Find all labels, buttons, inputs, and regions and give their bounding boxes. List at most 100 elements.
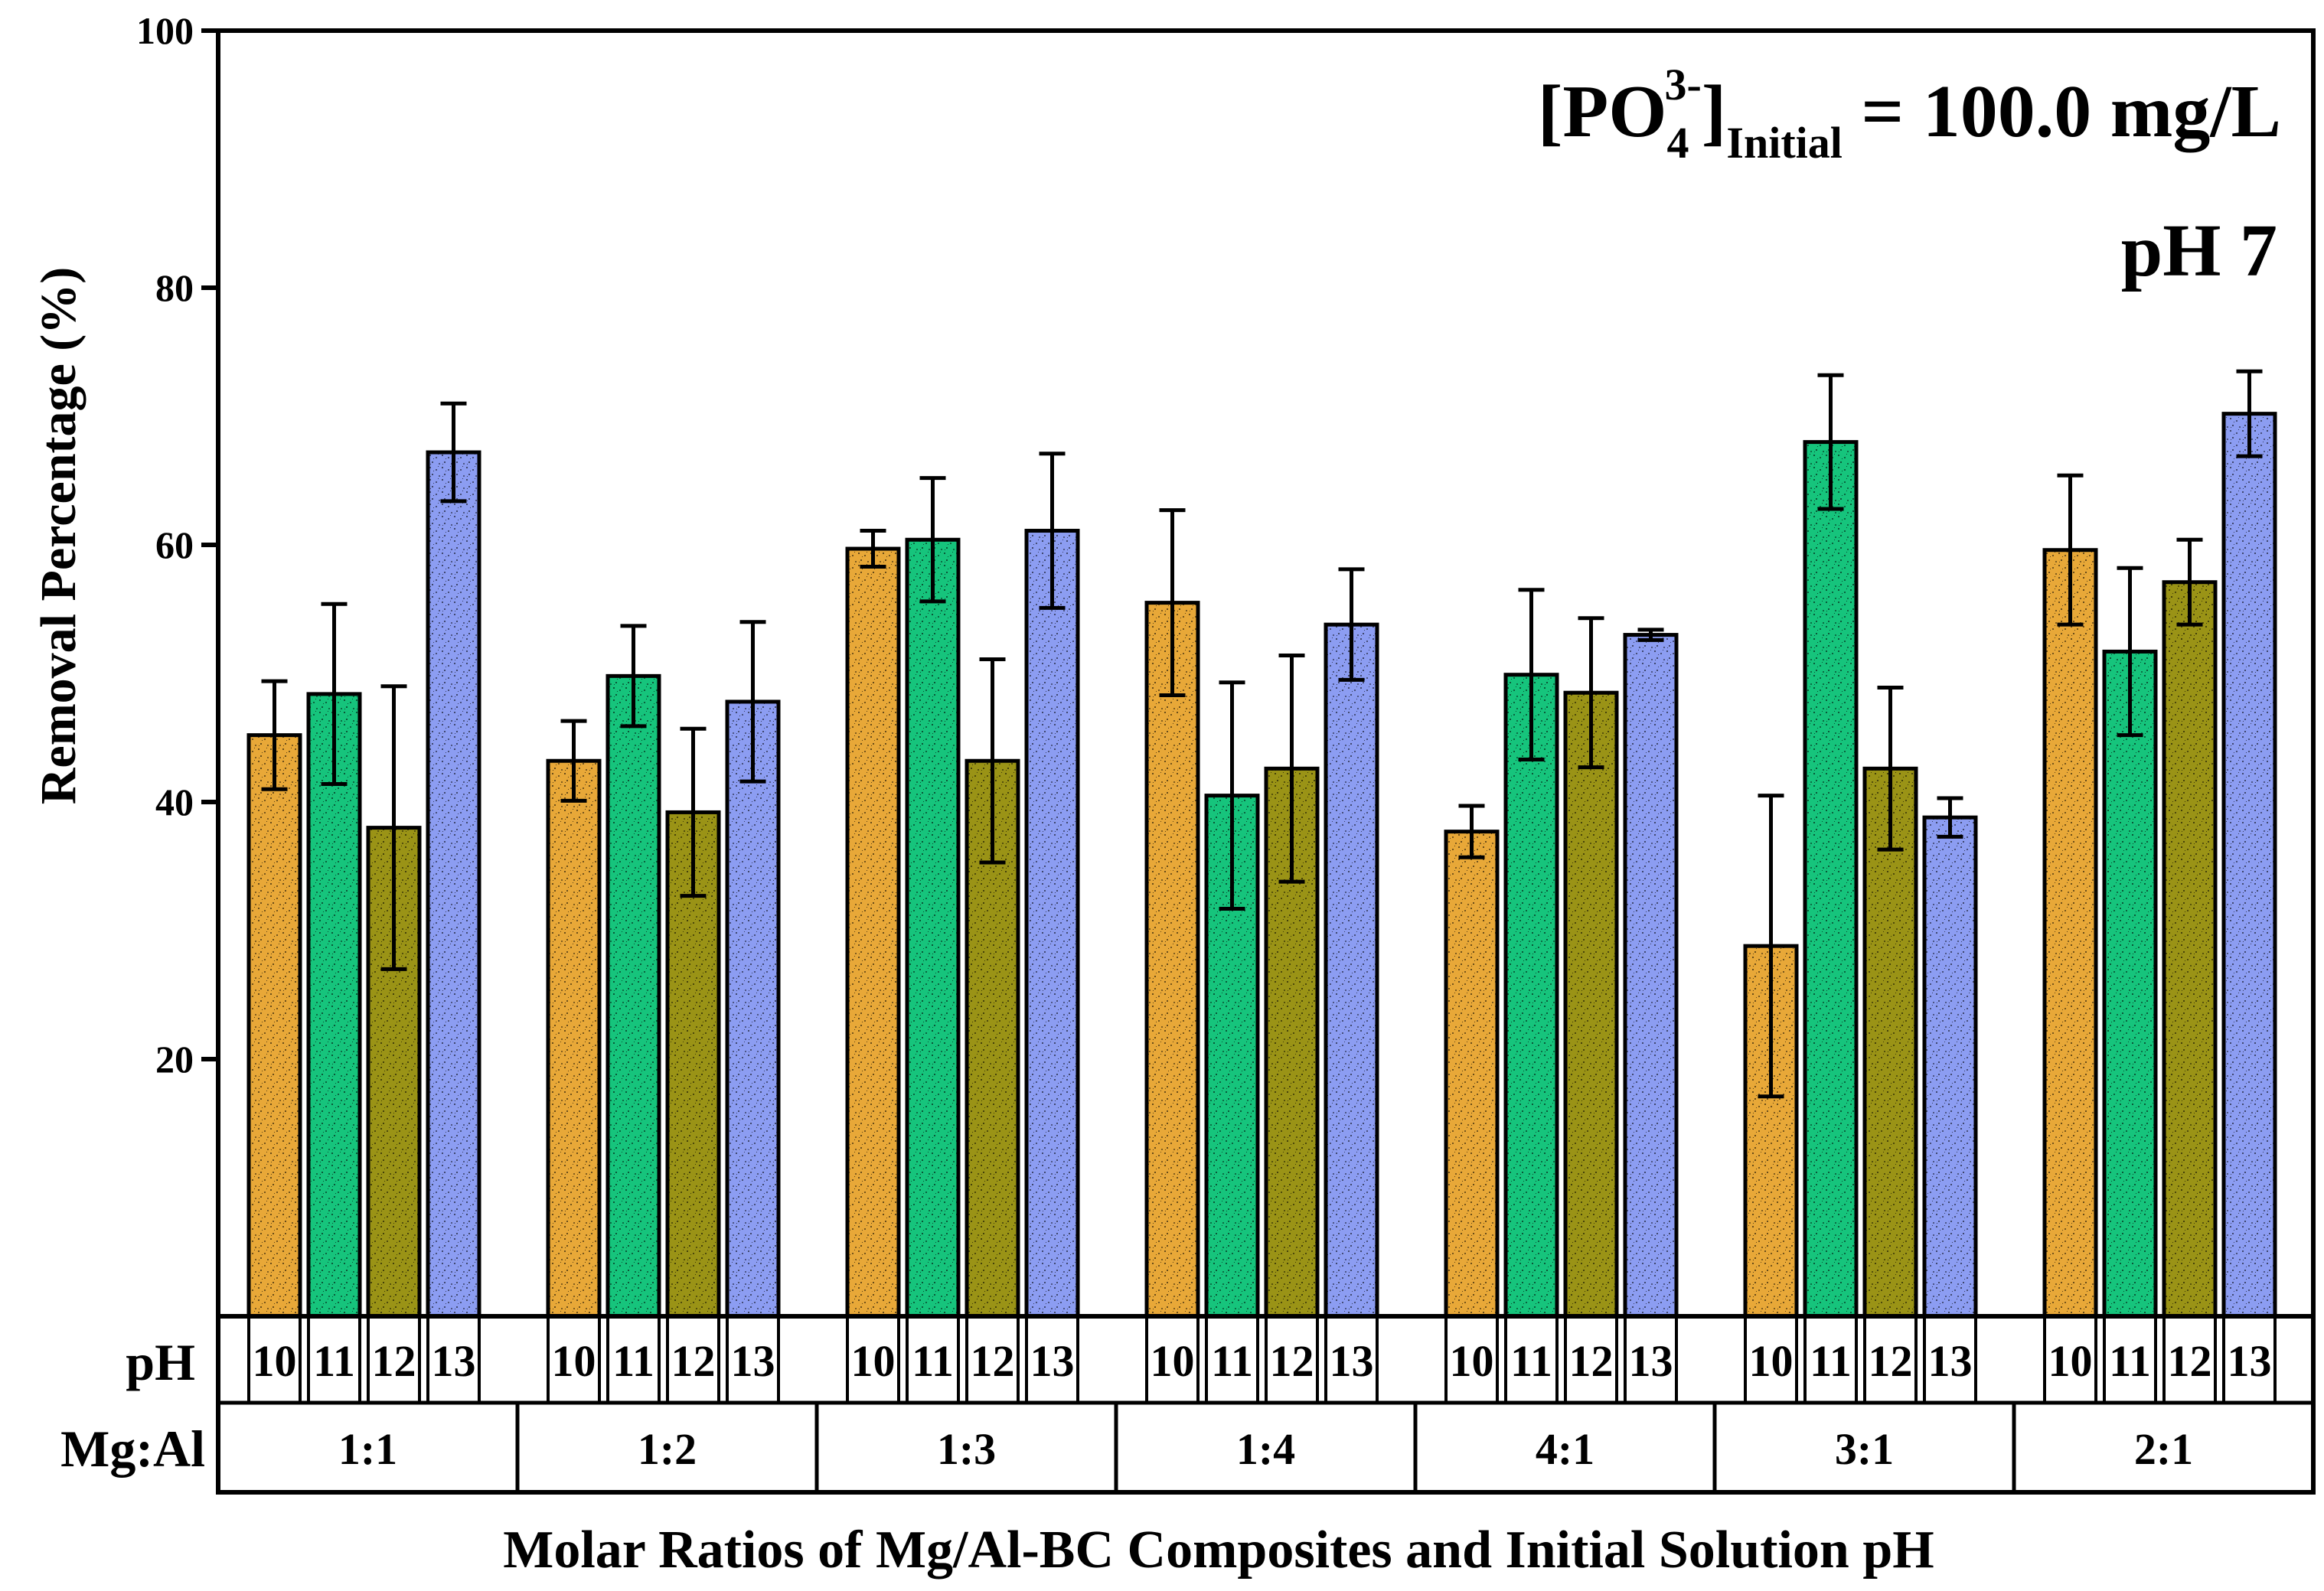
group-label-1-2: 1:2 [638, 1424, 697, 1474]
ph-cell [1624, 1315, 1678, 1404]
group-label-3-1: 3:1 [1835, 1424, 1894, 1474]
ph-cell-label: 13 [2228, 1336, 2272, 1386]
bar-texture [1922, 815, 1978, 1319]
ph-cell [1265, 1315, 1319, 1404]
y-axis-label: Removal Percentage (%) [31, 267, 86, 805]
bar-texture [1324, 622, 1379, 1319]
bar-texture [1204, 794, 1260, 1319]
ph-cell-label: 11 [313, 1336, 355, 1386]
bar-texture [725, 699, 781, 1319]
group-label-4-1: 4:1 [1536, 1424, 1594, 1474]
ph-cell-label: 11 [1810, 1336, 1852, 1386]
ph-cell-label: 12 [2168, 1336, 2212, 1386]
ph-cell [2222, 1315, 2277, 1404]
ph-cell [726, 1315, 780, 1404]
bar-texture [1144, 601, 1200, 1319]
ph-cell [1564, 1315, 1618, 1404]
ph-cell-label: 10 [552, 1336, 596, 1386]
ph-cell [965, 1315, 1020, 1404]
ph-cell [2043, 1315, 2097, 1404]
ph-cell [1923, 1315, 1977, 1404]
bar-texture [605, 673, 661, 1319]
row-label-ph: pH [126, 1333, 195, 1391]
y-tick-label: 60 [155, 523, 194, 566]
ph-cell-label: 11 [1510, 1336, 1552, 1386]
bar-texture [845, 546, 901, 1319]
ph-cell-label: 11 [912, 1336, 954, 1386]
y-tick-label: 40 [155, 781, 194, 823]
ph-cell [1744, 1315, 1798, 1404]
group-label-1-4: 1:4 [1236, 1424, 1295, 1474]
ph-annotation: pH 7 [2121, 210, 2277, 292]
ph-cell-label: 12 [1270, 1336, 1314, 1386]
ph-cell [2103, 1315, 2157, 1404]
ph-cell [426, 1315, 481, 1404]
ph-cell-label: 10 [851, 1336, 896, 1386]
error-bars-layer [261, 369, 2263, 1099]
bar-texture [546, 758, 602, 1319]
ph-cell [666, 1315, 720, 1404]
bar-texture [1623, 633, 1679, 1319]
bar-texture [1024, 529, 1080, 1319]
bar-texture [1444, 830, 1500, 1319]
group-label-1-3: 1:3 [937, 1424, 996, 1474]
ph-cell [1504, 1315, 1559, 1404]
ph-cell-label: 10 [1151, 1336, 1195, 1386]
ph-cell-label: 12 [971, 1336, 1015, 1386]
ph-cell [1324, 1315, 1379, 1404]
ph-cell [1025, 1315, 1079, 1404]
ph-cell [1803, 1315, 1858, 1404]
ph-cell-label: 11 [612, 1336, 654, 1386]
ph-cell-label: 13 [1030, 1336, 1075, 1386]
ph-cell [547, 1315, 601, 1404]
ph-cell-label: 12 [1869, 1336, 1913, 1386]
bar-texture [2162, 580, 2218, 1319]
ph-cell [1863, 1315, 1918, 1404]
row-label-ratio: Mg:Al [60, 1420, 205, 1478]
ph-cell-label: 12 [372, 1336, 416, 1386]
ph-cell-label: 10 [2048, 1336, 2093, 1386]
bar-texture [246, 733, 302, 1319]
bar-texture [426, 450, 481, 1319]
y-tick-label: 100 [136, 9, 194, 52]
concentration-annotation: [PO43-]Initial = 100.0 mg/L [1538, 60, 2281, 168]
ph-cell-label: 10 [1450, 1336, 1494, 1386]
ph-cell-label: 13 [432, 1336, 476, 1386]
ph-cell [247, 1315, 302, 1404]
bar-texture [1803, 440, 1859, 1319]
category-table: pH Mg:Al 1:1 10 11 12 13 1:2 10 11 12 13 1:3 10 11 12 13… [60, 1314, 2316, 1495]
bar-texture [1503, 673, 1559, 1319]
group-label-2-1: 2:1 [2134, 1424, 2193, 1474]
ph-cell-label: 13 [1330, 1336, 1374, 1386]
ph-cell-label: 10 [253, 1336, 297, 1386]
ph-cell [1205, 1315, 1259, 1404]
ph-cell-label: 13 [1629, 1336, 1673, 1386]
ph-cell [2162, 1315, 2217, 1404]
group-label-1-1: 1:1 [338, 1424, 397, 1474]
y-tick-label: 80 [155, 266, 194, 309]
bar-texture [905, 537, 961, 1319]
x-axis-label: Molar Ratios of Mg/Al-BC Composites and … [503, 1521, 1934, 1580]
ph-cell-label: 11 [1211, 1336, 1253, 1386]
bar-texture [1563, 690, 1619, 1319]
ph-cell [606, 1315, 661, 1404]
bar-texture [2102, 649, 2158, 1319]
bar-texture [306, 692, 362, 1319]
ph-cell [1444, 1315, 1499, 1404]
ph-cell-label: 11 [2109, 1336, 2151, 1386]
bars-layer [246, 412, 2277, 1319]
ph-cell-label: 10 [1749, 1336, 1794, 1386]
y-tick-label: 20 [155, 1038, 194, 1081]
ph-cell [307, 1315, 361, 1404]
ph-cell-label: 13 [1928, 1336, 1973, 1386]
ph-cell [846, 1315, 900, 1404]
ph-cell [367, 1315, 421, 1404]
ph-cell [1145, 1315, 1200, 1404]
ph-cell-label: 12 [671, 1336, 716, 1386]
ph-cell-label: 12 [1569, 1336, 1614, 1386]
bar-texture [2042, 548, 2098, 1319]
bar-texture [2221, 412, 2277, 1319]
ph-cell-label: 13 [731, 1336, 775, 1386]
ph-cell [906, 1315, 960, 1404]
